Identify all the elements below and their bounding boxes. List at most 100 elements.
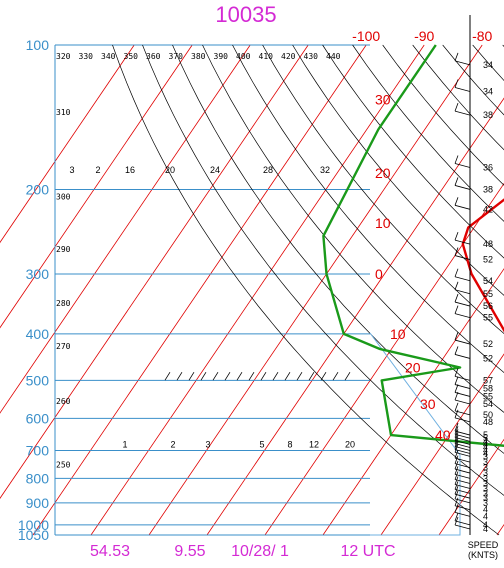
level-tick-mark [248,371,255,381]
wind-barb-flag [454,504,459,513]
theta-label: 410 [259,52,274,61]
pressure-tick-label: 300 [26,266,50,282]
wind-barb-flag [454,512,459,521]
theta-side-label: 290 [56,245,71,254]
wind-barb-flag [454,368,459,377]
wind-barb [454,204,471,210]
wind-speed-label: 54 [483,276,493,286]
pressure-tick-label: 800 [26,470,50,486]
wind-speed-label: 34 [483,60,493,70]
right-temp-label: 10 [375,215,391,231]
wind-speed-label: 36 [483,162,493,172]
theta-label: 350 [124,52,139,61]
isobar-lines [54,44,370,536]
wind-speed-label: 3 [483,473,488,483]
level-tick-mark [284,371,291,381]
theta-side-label: 250 [56,461,71,470]
wind-barb-flag [454,305,459,314]
level-marker-row [164,371,351,381]
mixing-ratio-upper-label: 2 [95,165,100,175]
wind-speed-label: 4 [483,505,488,515]
wind-barb [454,185,471,190]
speed-axis-unit: (KNTS) [468,550,498,560]
wind-speed-label: 4 [483,439,488,449]
wind-barb-flag [454,444,459,453]
isotherm-line [380,353,504,536]
wind-speed-label: 3 [483,498,488,508]
isotherm-line [322,268,504,536]
wind-barb-flag [454,516,459,526]
mixing-ratio-label: 1 [122,440,127,450]
isotherm-line [0,44,251,414]
theta-side-label: 280 [56,299,71,308]
wind-barb-flag [454,391,459,401]
wind-barb [454,276,471,282]
theta-label: 360 [146,52,161,61]
isotherm-lines [0,44,504,536]
pressure-tick-label: 900 [26,495,50,511]
wind-barb-flag [454,346,459,355]
pressure-tick-label: 700 [26,443,50,459]
wind-barb [454,255,471,260]
wind-barb [454,473,471,479]
dry-adiabat-line [232,44,504,374]
wind-barb-flag [454,429,459,438]
level-tick-mark [200,371,207,381]
footer-value-b: 9.55 [174,543,205,560]
wind-barb-flag [454,409,459,418]
footer-date: 10/28/ 1 [231,543,289,560]
wind-speed-label: 4 [483,524,488,534]
wind-barb [454,339,471,345]
theta-label: 390 [214,52,229,61]
wind-speed-label: 3 [483,457,488,467]
wind-barb-flag [454,247,459,256]
wind-barb-flag [454,455,459,464]
wind-barb-flag [454,441,459,450]
wind-barb [454,520,471,526]
wind-speed-label: 3 [483,493,488,503]
wind-barb [454,484,471,489]
right-temp-label: 10 [390,326,406,342]
axis-labels: 10020030040050060070080090010001050-100-… [18,28,493,543]
wind-barb-flag [454,155,459,164]
wind-barb-flag [454,486,459,495]
isotherm-line [206,97,504,536]
wind-speed-label: 55 [483,313,493,323]
theta-side-label: 300 [56,193,71,202]
wind-barb [454,60,471,66]
wind-speed-label: 34 [483,87,493,97]
pressure-tick-label: 600 [26,410,50,426]
wind-barb [454,524,471,530]
wind-speed-label: 55 [483,391,493,401]
wind-barb [454,436,471,442]
mixing-ratio-label: 8 [287,440,292,450]
wind-barb-flag [454,293,459,303]
dry-adiabat-line [172,44,504,454]
right-temp-label: 20 [375,165,391,181]
wind-barb-flag [454,438,459,447]
wind-speed-label: 50 [483,410,493,420]
wind-speed-label: 5 [483,430,488,440]
wind-barb-flag [454,490,459,500]
wind-speed-label: 3 [483,483,488,493]
wind-barb [454,163,471,168]
wind-barb-flag [454,376,459,385]
wind-speed-label: 42 [483,204,493,214]
wind-barb [454,493,471,499]
level-tick-mark [176,371,183,381]
wind-barb-flag [454,497,459,506]
theta-side-label: 310 [56,108,71,117]
wind-barb [454,451,471,457]
mixing-ratio-label: 5 [259,440,264,450]
theta-side-label: 270 [56,342,71,351]
level-tick-mark [188,371,195,381]
mixing-ratio-upper-label: 32 [320,165,330,175]
pressure-tick-label: 1050 [18,527,49,543]
wind-speed-label: 52 [483,339,493,349]
level-tick-mark [308,371,315,381]
wind-barb-flag [454,460,459,470]
top-temp-label: -100 [352,28,380,44]
wind-speed-label: 4 [483,511,488,521]
wind-barb [454,511,471,517]
